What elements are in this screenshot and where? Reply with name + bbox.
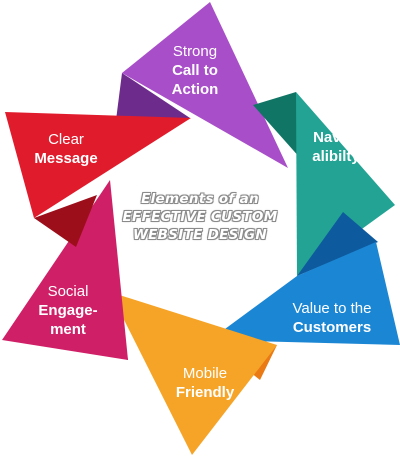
label-value-to-the-customers: Value to the Customers xyxy=(284,299,380,337)
center-title-line-3: WEBSITE DESIGN xyxy=(132,227,268,243)
label-strong-line-2: Call to xyxy=(172,62,218,79)
segment-navig xyxy=(296,92,395,276)
label-clear-line-1: Clear xyxy=(48,131,84,148)
label-social-engagement: Social Engage- ment xyxy=(28,282,108,339)
segment-strong xyxy=(122,2,288,168)
label-value-line-1: Value to the xyxy=(292,300,372,317)
center-title-line-2: EFFECTIVE CUSTOM xyxy=(122,209,278,225)
label-mobile-line-2: Friendly xyxy=(175,384,235,401)
center-title-line-1: Elements of an xyxy=(141,191,259,207)
label-clear-message: Clear Message xyxy=(26,130,106,168)
segment-dark-strong xyxy=(116,73,190,120)
label-strong-call-to-action: Strong Call to Action xyxy=(162,42,228,99)
label-clear-line-2: Message xyxy=(34,150,98,167)
label-value-line-2: Customers xyxy=(292,319,372,336)
label-social-line-3: ment xyxy=(50,321,86,338)
segment-mobile xyxy=(110,292,277,455)
label-navig-line-1: Navig- xyxy=(313,129,359,146)
label-mobile-line-1: Mobile xyxy=(182,365,228,382)
label-social-line-2: Engage- xyxy=(38,302,98,319)
label-navigability: Navig- alibilty xyxy=(301,128,371,166)
segment-clear xyxy=(5,112,191,218)
label-strong-line-3: Action xyxy=(171,81,219,98)
label-strong-line-1: Strong xyxy=(172,43,218,60)
label-mobile-friendly: Mobile Friendly xyxy=(170,364,240,402)
segment-social xyxy=(2,180,128,360)
label-navig-line-2: alibilty xyxy=(312,148,360,165)
segment-dark-value xyxy=(297,212,378,276)
segment-value xyxy=(210,242,400,345)
segment-dark-clear xyxy=(34,195,97,247)
center-title: Elements of an EFFECTIVE CUSTOM WEBSITE … xyxy=(110,190,290,244)
label-social-line-1: Social xyxy=(47,283,89,300)
